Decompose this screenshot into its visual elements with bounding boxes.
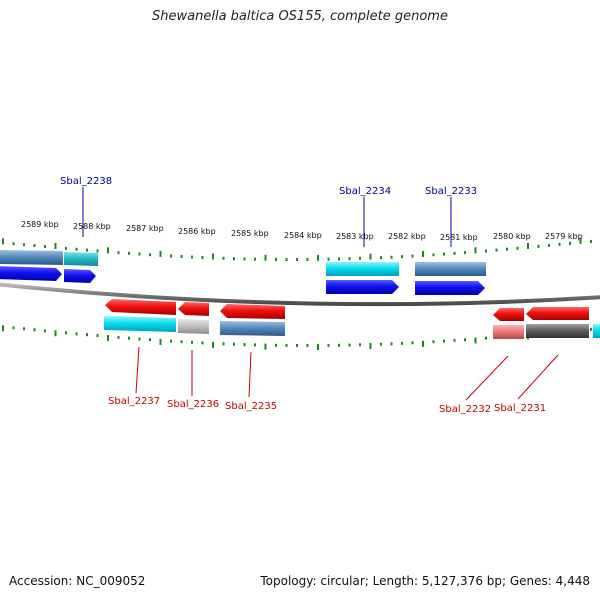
cds-arrow[interactable] (0, 266, 62, 281)
cds-arrow[interactable] (493, 308, 524, 321)
label-leader-line (465, 355, 509, 401)
gene-bar[interactable] (178, 319, 209, 334)
scale-label: 2583 kbp (336, 232, 374, 241)
gene-bar[interactable] (593, 324, 600, 338)
gene-label[interactable]: Sbal_2233 (425, 186, 477, 197)
cds-arrow[interactable] (220, 304, 285, 319)
scale-label: 2586 kbp (178, 227, 216, 236)
gene-bar[interactable] (493, 325, 524, 339)
gene-bar[interactable] (220, 321, 285, 336)
cds-arrow[interactable] (105, 299, 176, 315)
label-leader-line (135, 346, 140, 394)
forward-gene-labels: Sbal_2238 Sbal_2234 Sbal_2233 (60, 176, 477, 247)
scale-labels: 2589 kbp 2588 kbp 2587 kbp 2586 kbp 2585… (21, 220, 583, 242)
cds-arrow[interactable] (415, 281, 485, 295)
scale-label: 2581 kbp (440, 233, 478, 242)
cds-arrow[interactable] (178, 302, 209, 316)
cds-arrow[interactable] (64, 269, 96, 283)
gene-bar[interactable] (104, 316, 176, 332)
map-title: Shewanella baltica OS155, complete genom… (152, 9, 448, 24)
gene-label[interactable]: Sbal_2232 (439, 404, 491, 415)
scale-label: 2582 kbp (388, 232, 426, 241)
gene-label[interactable]: Sbal_2231 (494, 403, 546, 414)
scale-label: 2579 kbp (545, 232, 583, 241)
gene-label[interactable]: Sbal_2234 (339, 186, 391, 197)
gene-label[interactable]: Sbal_2238 (60, 176, 112, 187)
scale-ticks-outer (2, 237, 592, 261)
forward-features (0, 250, 486, 295)
label-leader-line (517, 354, 559, 400)
gene-label[interactable]: Sbal_2236 (167, 399, 219, 410)
gene-bar[interactable] (526, 324, 589, 338)
cds-arrow[interactable] (526, 307, 589, 320)
scale-label: 2585 kbp (231, 229, 269, 238)
reverse-features (104, 299, 600, 339)
label-leader-line (248, 351, 252, 398)
scale-label: 2580 kbp (493, 232, 531, 241)
genome-stats-text: Topology: circular; Length: 5,127,376 bp… (260, 574, 590, 588)
genome-backbone (0, 282, 600, 307)
gene-bar[interactable] (326, 262, 399, 276)
cds-arrow[interactable] (326, 280, 399, 294)
scale-label: 2587 kbp (126, 224, 164, 233)
gene-bar[interactable] (0, 250, 63, 265)
gene-label[interactable]: Sbal_2235 (225, 401, 277, 412)
scale-label: 2588 kbp (73, 222, 111, 231)
reverse-gene-labels: Sbal_2237 Sbal_2236 Sbal_2235 Sbal_2232 … (108, 346, 559, 415)
gene-label[interactable]: Sbal_2237 (108, 396, 160, 407)
gene-bar[interactable] (415, 262, 486, 276)
scale-label: 2589 kbp (21, 220, 59, 229)
accession-text: Accession: NC_009052 (9, 574, 146, 588)
scale-label: 2584 kbp (284, 231, 322, 240)
gene-bar[interactable] (64, 252, 98, 266)
scale-ticks-inner (2, 325, 592, 350)
